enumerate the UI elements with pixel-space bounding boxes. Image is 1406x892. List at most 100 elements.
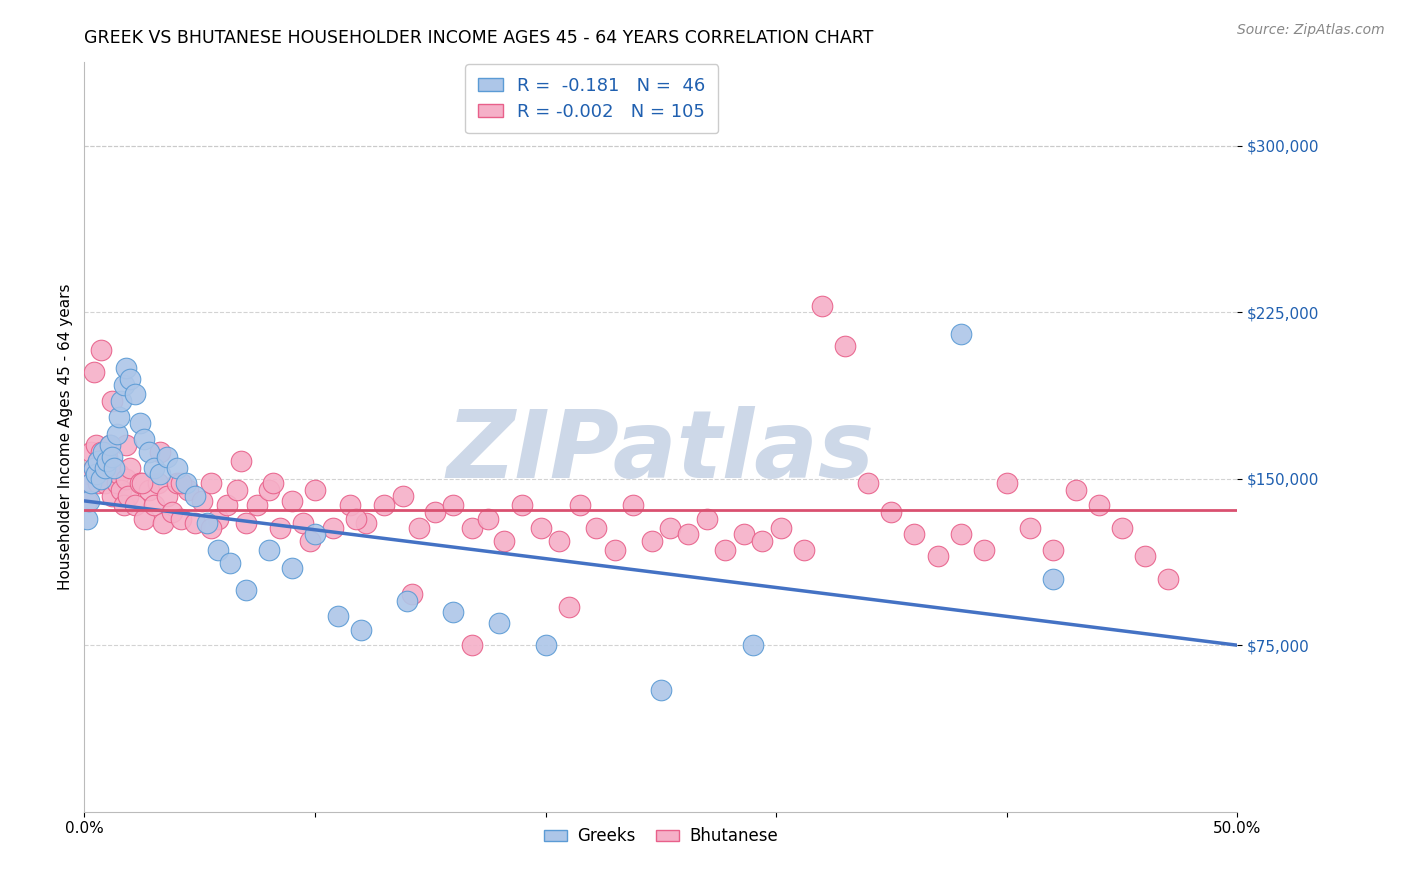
Point — [373, 499, 395, 513]
Point — [1088, 499, 1111, 513]
Point — [557, 600, 579, 615]
Point — [292, 516, 315, 530]
Point — [89, 472, 111, 486]
Point — [262, 476, 284, 491]
Point — [146, 476, 169, 491]
Point — [89, 445, 111, 459]
Point — [217, 499, 239, 513]
Point — [441, 605, 464, 619]
Point — [408, 520, 430, 534]
Point — [858, 476, 880, 491]
Point — [281, 560, 304, 574]
Point — [149, 467, 172, 482]
Point — [134, 432, 156, 446]
Point — [281, 494, 304, 508]
Point — [1064, 483, 1087, 497]
Point — [640, 533, 662, 548]
Point — [128, 416, 150, 430]
Point — [200, 520, 222, 534]
Point — [128, 476, 150, 491]
Point — [585, 520, 607, 534]
Point — [110, 394, 132, 409]
Point — [1018, 520, 1040, 534]
Point — [477, 511, 499, 525]
Point — [339, 499, 361, 513]
Point — [83, 460, 105, 475]
Point — [949, 327, 972, 342]
Point — [160, 505, 183, 519]
Point — [101, 450, 124, 464]
Point — [156, 450, 179, 464]
Point — [166, 460, 188, 475]
Point — [488, 615, 510, 630]
Point — [811, 299, 834, 313]
Point — [512, 499, 534, 513]
Point — [225, 483, 247, 497]
Legend: Greeks, Bhutanese: Greeks, Bhutanese — [537, 821, 785, 852]
Point — [120, 372, 142, 386]
Point — [191, 494, 214, 508]
Point — [96, 454, 118, 468]
Point — [87, 454, 110, 468]
Point — [927, 549, 949, 564]
Text: Source: ZipAtlas.com: Source: ZipAtlas.com — [1237, 23, 1385, 37]
Point — [103, 460, 125, 475]
Point — [177, 483, 200, 497]
Point — [751, 533, 773, 548]
Point — [98, 438, 121, 452]
Point — [530, 520, 553, 534]
Point — [548, 533, 571, 548]
Point — [696, 511, 718, 525]
Point — [105, 427, 128, 442]
Point — [235, 516, 257, 530]
Point — [149, 445, 172, 459]
Point — [659, 520, 682, 534]
Point — [569, 499, 592, 513]
Point — [742, 638, 765, 652]
Point — [423, 505, 446, 519]
Point — [108, 467, 131, 482]
Point — [354, 516, 377, 530]
Point — [94, 476, 117, 491]
Point — [534, 638, 557, 652]
Point — [131, 476, 153, 491]
Point — [84, 438, 107, 452]
Point — [142, 499, 165, 513]
Point — [441, 499, 464, 513]
Point — [174, 476, 197, 491]
Point — [650, 682, 672, 697]
Point — [87, 476, 110, 491]
Point — [246, 499, 269, 513]
Point — [322, 520, 344, 534]
Point — [973, 542, 995, 557]
Point — [396, 594, 419, 608]
Point — [80, 445, 103, 459]
Point — [80, 476, 103, 491]
Point — [714, 542, 737, 557]
Point — [87, 454, 110, 468]
Point — [138, 445, 160, 459]
Point — [83, 460, 105, 475]
Point — [184, 490, 207, 504]
Point — [76, 494, 98, 508]
Point — [218, 556, 240, 570]
Point — [231, 454, 253, 468]
Point — [83, 365, 105, 379]
Point — [91, 445, 114, 459]
Point — [1133, 549, 1156, 564]
Point — [170, 476, 193, 491]
Point — [326, 609, 349, 624]
Point — [401, 587, 423, 601]
Point — [152, 516, 174, 530]
Point — [1111, 520, 1133, 534]
Point — [769, 520, 792, 534]
Point — [257, 483, 280, 497]
Point — [134, 511, 156, 525]
Point — [115, 438, 138, 452]
Point — [995, 476, 1018, 491]
Point — [170, 511, 193, 525]
Point — [77, 467, 100, 482]
Point — [77, 494, 100, 508]
Point — [156, 490, 179, 504]
Text: ZIPatlas: ZIPatlas — [447, 406, 875, 498]
